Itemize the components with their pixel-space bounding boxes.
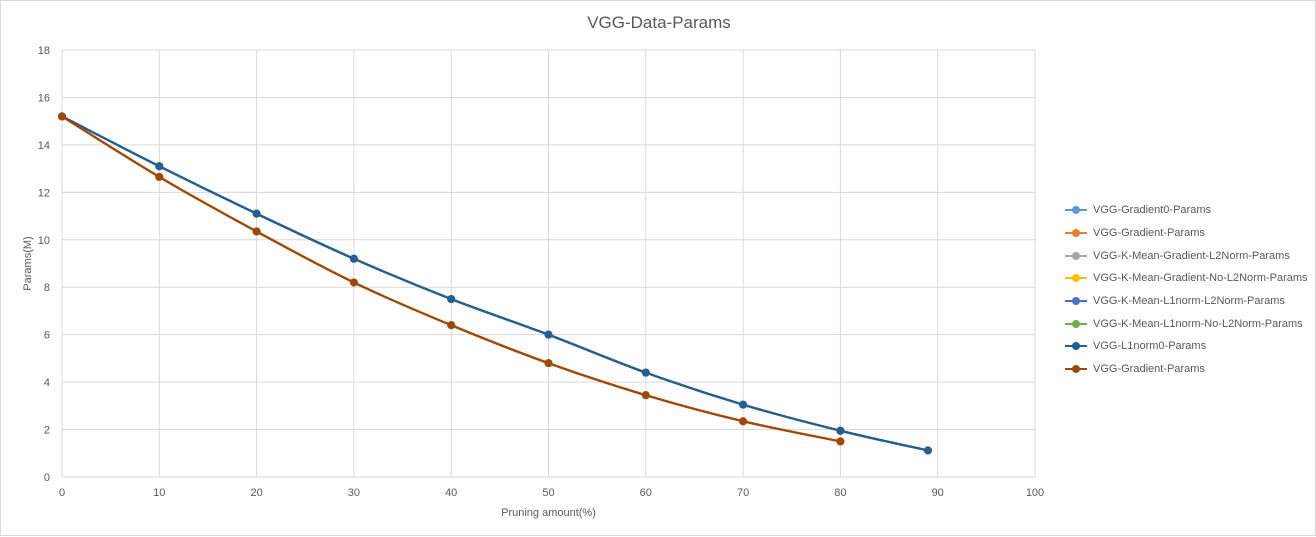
legend-label: VGG-K-Mean-L1norm-L2Norm-Params — [1093, 295, 1285, 308]
legend-swatch — [1065, 228, 1087, 238]
legend-swatch-marker — [1072, 229, 1080, 238]
series-line-6 — [61, 115, 929, 452]
y-tick-label: 8 — [44, 282, 50, 294]
series-8-point — [739, 417, 748, 426]
legend-swatch-marker — [1072, 251, 1080, 260]
x-tick-label: 70 — [737, 487, 749, 499]
x-tick-label: 20 — [250, 487, 262, 499]
series-line-5 — [61, 115, 929, 452]
legend-swatch-marker — [1072, 365, 1080, 374]
x-tick-label: 100 — [1026, 487, 1044, 499]
y-tick-label: 16 — [38, 92, 50, 104]
legend-label: VGG-Gradient-Params — [1093, 363, 1205, 376]
legend-label: VGG-K-Mean-L1norm-No-L2Norm-Params — [1093, 317, 1303, 330]
legend-item: VGG-K-Mean-L1norm-No-L2Norm-Params — [1065, 312, 1308, 335]
legend-label: VGG-K-Mean-Gradient-L2Norm-Params — [1093, 249, 1290, 262]
series-line-1 — [61, 115, 929, 452]
series-7-point — [923, 446, 932, 455]
x-tick-label: 0 — [59, 487, 65, 499]
legend-swatch — [1065, 319, 1087, 329]
series-8-point — [836, 437, 845, 446]
x-tick-label: 90 — [932, 487, 944, 499]
x-tick-label: 80 — [834, 487, 846, 499]
legend-item: VGG-Gradient-Params — [1065, 358, 1308, 381]
y-tick-label: 2 — [44, 425, 50, 437]
legend-swatch-marker — [1072, 319, 1080, 328]
legend-swatch — [1065, 205, 1087, 215]
series-7-point — [641, 368, 650, 377]
legend-label: VGG-K-Mean-Gradient-No-L2Norm-Params — [1093, 272, 1308, 285]
series-8-point — [544, 359, 553, 368]
x-tick-label: 30 — [348, 487, 360, 499]
legend-label: VGG-L1norm0-Params — [1093, 340, 1207, 353]
legend-item: VGG-K-Mean-L1norm-L2Norm-Params — [1065, 290, 1308, 313]
legend-item: VGG-K-Mean-Gradient-No-L2Norm-Params — [1065, 267, 1308, 290]
legend-swatch-marker — [1072, 297, 1080, 306]
x-tick-label: 60 — [640, 487, 652, 499]
chart-title: VGG-Data-Params — [587, 13, 731, 32]
legend-item: VGG-L1norm0-Params — [1065, 335, 1308, 358]
legend-swatch-marker — [1072, 274, 1080, 283]
legend-swatch — [1065, 273, 1087, 283]
legend-label: VGG-Gradient-Params — [1093, 227, 1205, 240]
series-8-point — [252, 227, 261, 236]
y-tick-label: 10 — [38, 235, 50, 247]
legend-item: VGG-Gradient0-Params — [1065, 199, 1308, 222]
x-tick-label: 10 — [153, 487, 165, 499]
series-7-point — [447, 295, 456, 304]
series-7-point — [155, 162, 164, 171]
y-tick-label: 14 — [38, 140, 50, 152]
series-7-point — [739, 400, 748, 409]
y-axis-title: Params(M) — [22, 236, 34, 290]
series-8-point — [447, 321, 456, 330]
legend-label: VGG-Gradient0-Params — [1093, 204, 1211, 217]
series-line-7 — [61, 115, 929, 452]
legend-swatch — [1065, 251, 1087, 261]
legend-swatch — [1065, 341, 1087, 351]
y-tick-label: 6 — [44, 330, 50, 342]
series-8-point — [349, 278, 358, 287]
legend-swatch — [1065, 296, 1087, 306]
x-tick-label: 40 — [445, 487, 457, 499]
legend-swatch — [1065, 364, 1087, 374]
series-8-point — [641, 391, 650, 400]
series-7-point — [349, 254, 358, 263]
legend-swatch-marker — [1072, 206, 1080, 215]
y-tick-label: 4 — [44, 377, 50, 389]
series-8-point — [58, 112, 66, 121]
series-8-point — [155, 172, 164, 181]
x-axis-title: Pruning amount(%) — [501, 507, 596, 519]
x-tick-label: 50 — [542, 487, 554, 499]
y-tick-label: 0 — [44, 472, 50, 484]
series-7-point — [836, 426, 845, 435]
legend-item: VGG-Gradient-Params — [1065, 222, 1308, 245]
legend: VGG-Gradient0-Params VGG-Gradient-Params V… — [1065, 199, 1308, 381]
y-tick-label: 12 — [38, 187, 50, 199]
series-7-point — [544, 330, 553, 339]
series-7-point — [252, 209, 261, 218]
y-tick-label: 18 — [38, 45, 50, 57]
legend-item: VGG-K-Mean-Gradient-L2Norm-Params — [1065, 244, 1308, 267]
legend-swatch-marker — [1072, 342, 1080, 351]
